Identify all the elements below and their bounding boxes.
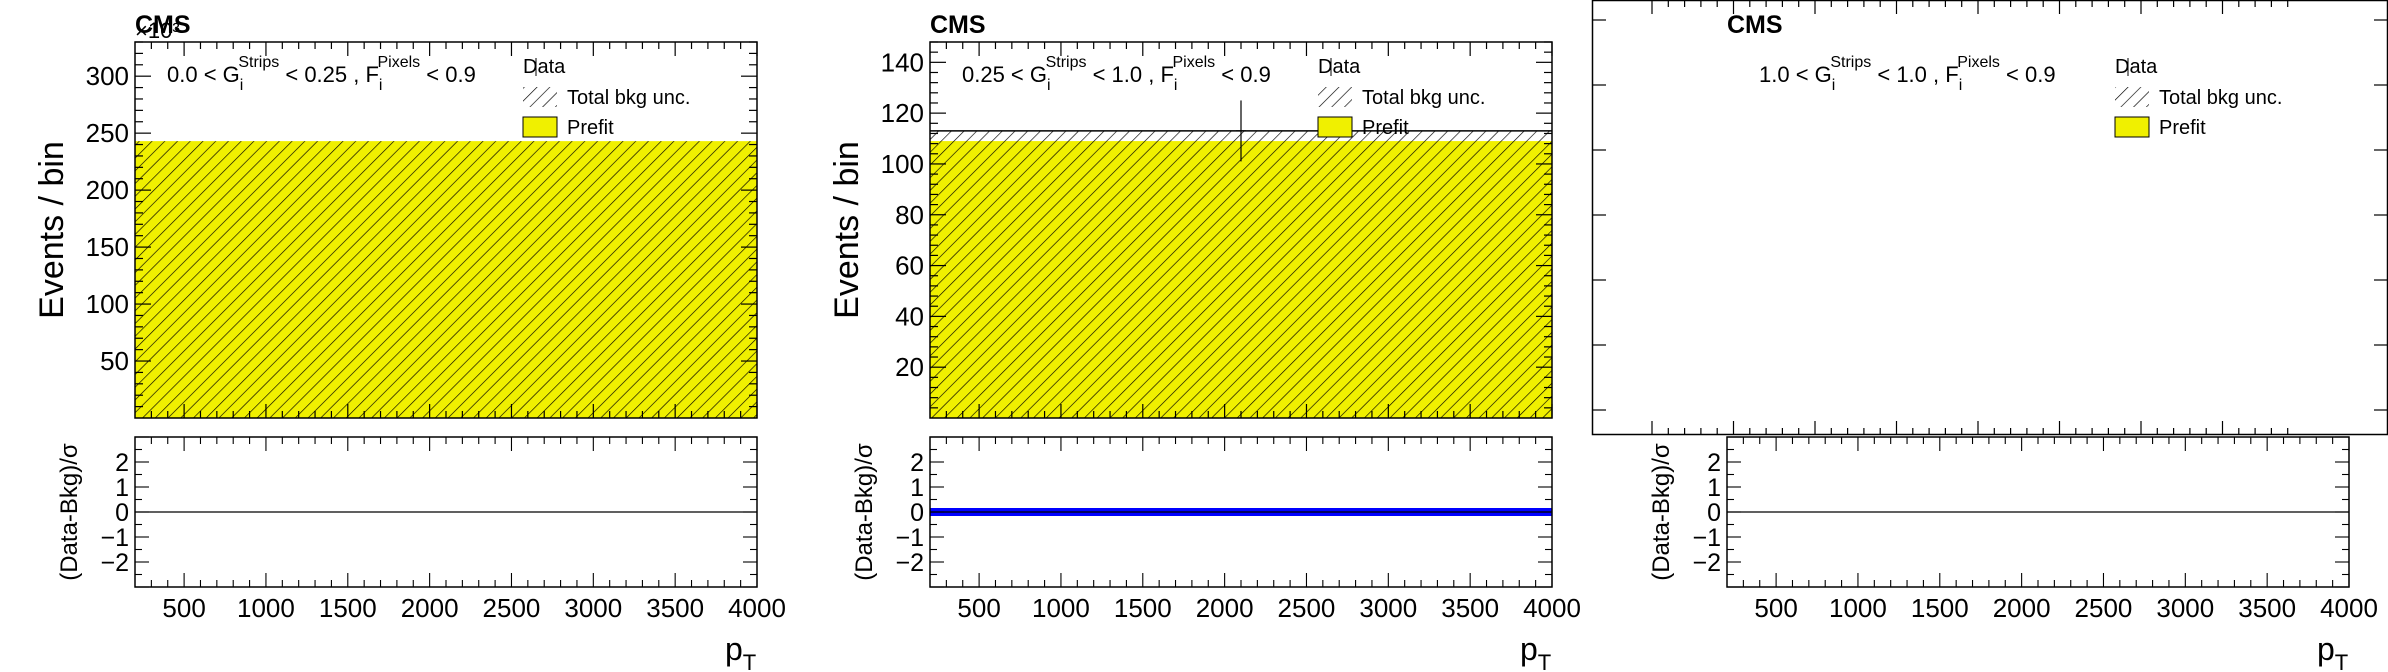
legend-unc-swatch xyxy=(523,87,557,107)
x-tick-label: 3000 xyxy=(2156,593,2214,623)
legend-unc-label: Total bkg unc. xyxy=(567,87,690,109)
legend-prefit-label: Prefit xyxy=(1362,117,1409,139)
legend-unc-label: Total bkg unc. xyxy=(1362,87,1485,109)
experiment-label: CMS xyxy=(1727,11,1783,39)
y-tick-label: 120 xyxy=(881,98,924,128)
y-tick-label: 50 xyxy=(100,346,129,376)
x-tick-label: 2500 xyxy=(1278,593,1336,623)
ratio-y-tick-label: 1 xyxy=(910,474,924,502)
x-axis-label: pT xyxy=(725,631,756,672)
ratio-y-tick-label: −1 xyxy=(895,524,924,552)
ratio-y-tick-label: 0 xyxy=(1707,499,1721,527)
panel-1: 50 100 150 200 250 300 Events / bin CMS×10³ 0.0 … xyxy=(33,11,786,672)
x-tick-label: 4000 xyxy=(2320,593,2378,623)
ratio-y-tick-label: 0 xyxy=(910,499,924,527)
ratio-y-tick-label: −2 xyxy=(1692,549,1721,577)
y-tick-label: 200 xyxy=(86,175,129,205)
y-axis-label: Events / bin xyxy=(828,141,866,319)
ratio-y-tick-label: 2 xyxy=(910,449,924,477)
x-tick-label: 1000 xyxy=(1032,593,1090,623)
ratio-y-tick-label: 2 xyxy=(1707,449,1721,477)
x-tick-label: 3500 xyxy=(1441,593,1499,623)
x-tick-label: 1500 xyxy=(1114,593,1172,623)
x-tick-label: 3000 xyxy=(1359,593,1417,623)
x-tick-label: 4000 xyxy=(1523,593,1581,623)
ratio-y-tick-label: 2 xyxy=(115,449,129,477)
panel-3: CMS 1.0 < GiStrips < 1.0 , FiPixels < 0.9… xyxy=(1591,0,2388,672)
y-tick-label: 100 xyxy=(881,149,924,179)
ratio-y-tick-label: −1 xyxy=(1692,524,1721,552)
ratio-y-axis-label: (Data-Bkg)/σ xyxy=(1648,443,1675,581)
bkg-unc-hatch xyxy=(135,141,757,419)
y-tick-label: 20 xyxy=(895,352,924,382)
x-tick-label: 2500 xyxy=(483,593,541,623)
x-tick-label: 3500 xyxy=(646,593,704,623)
x-tick-label: 1000 xyxy=(237,593,295,623)
y-exponent-label: ×10³ xyxy=(135,18,180,43)
legend-unc-swatch xyxy=(2115,87,2149,107)
x-tick-label: 1500 xyxy=(319,593,377,623)
legend-data-label: Data xyxy=(2115,56,2158,78)
x-tick-label: 3500 xyxy=(2238,593,2296,623)
y-tick-label: 40 xyxy=(895,301,924,331)
y-tick-label: 250 xyxy=(86,118,129,148)
legend-prefit-label: Prefit xyxy=(567,117,614,139)
ratio-y-axis-label: (Data-Bkg)/σ xyxy=(56,443,83,581)
y-tick-label: 140 xyxy=(881,47,924,77)
x-tick-label: 4000 xyxy=(728,593,786,623)
legend-prefit-swatch xyxy=(522,116,558,138)
experiment-label: CMS xyxy=(135,11,191,39)
legend-unc-label: Total bkg unc. xyxy=(2159,87,2282,109)
region-label: 0.0 < GiStrips < 0.25 , FiPixels < 0.9 xyxy=(167,54,476,94)
x-tick-label: 2000 xyxy=(1993,593,2051,623)
ratio-y-tick-label: −1 xyxy=(100,524,129,552)
legend-unc-swatch xyxy=(1318,87,1352,107)
ratio-y-tick-label: 0 xyxy=(115,499,129,527)
x-axis-label: pT xyxy=(2317,631,2348,672)
experiment-label: CMS xyxy=(930,11,986,39)
ratio-y-axis-label: (Data-Bkg)/σ xyxy=(851,443,878,581)
ratio-y-tick-label: −2 xyxy=(100,549,129,577)
x-tick-label: 1000 xyxy=(1829,593,1887,623)
region-label: 0.25 < GiStrips < 1.0 , FiPixels < 0.9 xyxy=(962,54,1271,94)
y-tick-label: 100 xyxy=(86,289,129,319)
region-label: 1.0 < GiStrips < 1.0 , FiPixels < 0.9 xyxy=(1759,54,2056,94)
bkg-unc-hatch xyxy=(930,130,1552,418)
y-tick-label: 60 xyxy=(895,251,924,281)
x-tick-label: 500 xyxy=(957,593,1000,623)
x-axis-label: pT xyxy=(1520,631,1551,672)
y-tick-label: 150 xyxy=(86,232,129,262)
x-tick-label: 1500 xyxy=(1911,593,1969,623)
x-tick-label: 500 xyxy=(162,593,205,623)
x-tick-label: 500 xyxy=(1754,593,1797,623)
ratio-y-tick-label: −2 xyxy=(895,549,924,577)
legend-prefit-label: Prefit xyxy=(2159,117,2206,139)
x-tick-label: 3000 xyxy=(564,593,622,623)
legend-prefit-swatch xyxy=(1317,116,1353,138)
y-tick-label: 300 xyxy=(86,61,129,91)
legend-data-label: Data xyxy=(523,56,566,78)
ratio-y-tick-label: 1 xyxy=(1707,474,1721,502)
y-axis-label: Events / bin xyxy=(33,141,71,319)
ratio-y-tick-label: 1 xyxy=(115,474,129,502)
y-tick-label: 80 xyxy=(895,200,924,230)
x-tick-label: 2000 xyxy=(1196,593,1254,623)
x-tick-label: 2000 xyxy=(401,593,459,623)
legend-prefit-swatch xyxy=(2114,116,2150,138)
x-tick-label: 2500 xyxy=(2075,593,2133,623)
legend-data-label: Data xyxy=(1318,56,1361,78)
